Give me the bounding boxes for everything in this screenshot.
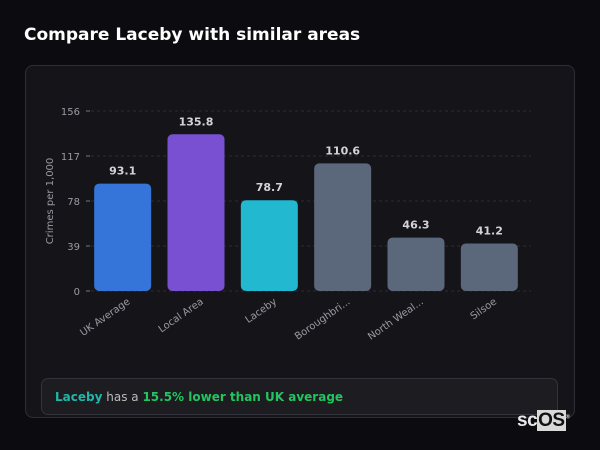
summary-highlight: 15.5% lower than UK average [142,390,344,404]
bar[interactable] [240,200,298,291]
bar[interactable] [94,183,152,291]
data-label: 93.1 [109,165,136,178]
x-tick-label: North Weal... [366,296,426,342]
x-tick-label: Local Area [157,296,206,335]
bar[interactable] [387,237,445,291]
data-label: 110.6 [325,144,360,157]
watermark-logo: scOS® [517,410,570,431]
x-tick-label: Laceby [244,296,280,325]
bar[interactable] [460,243,518,291]
bar[interactable] [314,163,372,291]
y-tick-label: 78 [67,197,80,208]
data-label: 46.3 [402,219,429,232]
data-label: 78.7 [256,181,283,194]
page-title: Compare Laceby with similar areas [24,25,361,45]
x-tick-label: Silsoe [469,296,499,322]
x-tick-label: UK Average [78,296,132,338]
data-label: 135.8 [179,115,214,128]
y-axis-label: Crimes per 1,000 [45,158,56,245]
summary-connector: has a [102,390,143,404]
y-tick-label: 117 [61,152,80,163]
y-tick-label: 156 [61,107,80,118]
summary-area: Laceby [55,390,103,404]
bar[interactable] [167,134,225,291]
y-tick-label: 0 [74,287,80,298]
x-tick-label: Boroughbri... [293,296,352,342]
data-label: 41.2 [476,224,503,237]
y-tick-label: 39 [67,242,80,253]
summary-box: Laceby has a 15.5% lower than UK average [41,378,558,415]
